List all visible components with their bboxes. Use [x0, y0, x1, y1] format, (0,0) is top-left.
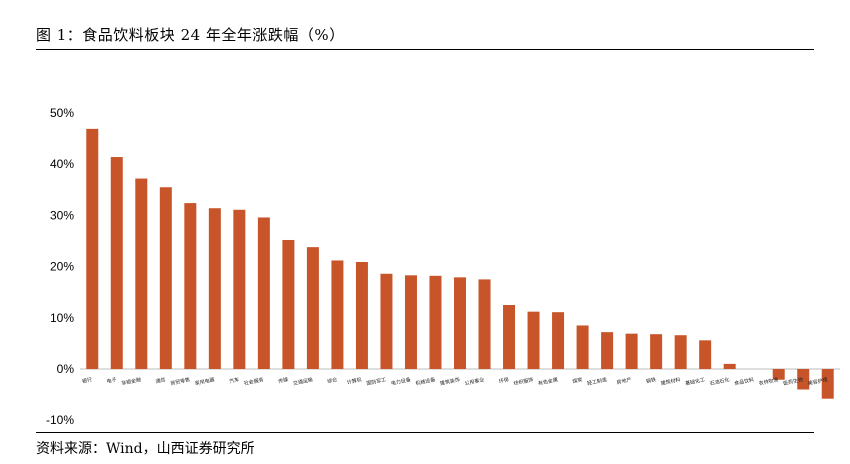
x-tick-label: 非银金融	[121, 376, 142, 387]
x-tick-label: 商贸零售	[170, 376, 191, 387]
title-rule	[36, 49, 814, 50]
x-tick-label: 煤炭	[572, 376, 583, 385]
x-tick-label: 家用电器	[194, 376, 215, 387]
x-tick-label: 社会服务	[243, 376, 264, 387]
y-tick-label: -10%	[46, 413, 74, 427]
x-tick-label: 传媒	[278, 376, 289, 385]
bar	[650, 334, 663, 369]
x-tick-label: 有色金属	[537, 376, 558, 387]
x-tick-label: 石油石化	[709, 376, 730, 387]
bar	[355, 261, 368, 369]
bar	[184, 203, 197, 369]
x-tick-label: 建筑装饰	[439, 376, 460, 387]
x-tick-label: 农林牧渔	[758, 376, 779, 387]
bar	[821, 369, 834, 399]
x-tick-label: 通信	[155, 376, 166, 385]
bar	[159, 187, 172, 369]
x-tick-label: 电子	[106, 376, 117, 385]
bar	[699, 340, 712, 369]
x-tick-label: 基础化工	[685, 376, 706, 387]
x-tick-label: 轻工制造	[586, 376, 607, 387]
bar	[331, 260, 344, 369]
bar	[306, 247, 319, 369]
x-tick-label: 环保	[498, 376, 509, 385]
x-tick-label: 机械设备	[415, 376, 436, 387]
x-tick-label: 汽车	[229, 376, 240, 385]
bar	[625, 333, 638, 369]
bar	[797, 369, 810, 390]
bar	[233, 209, 246, 369]
bar	[552, 312, 565, 369]
figure-source: 资料来源：Wind，山西证券研究所	[36, 441, 255, 457]
bar	[135, 178, 148, 369]
figure-title: 图 1：食品饮料板块 24 年全年涨跌幅（%）	[36, 26, 345, 44]
bar	[257, 217, 270, 369]
bar	[723, 363, 736, 369]
x-tick-label: 交通运输	[292, 376, 313, 387]
bar	[86, 128, 99, 369]
y-tick-label: 50%	[50, 106, 74, 120]
bar	[478, 279, 491, 369]
bar	[454, 277, 466, 369]
x-tick-label: 房地产	[616, 376, 632, 386]
x-tick-label: 医药生物	[783, 376, 804, 387]
x-tick-label: 食品饮料	[734, 376, 755, 387]
bar	[404, 275, 417, 369]
bar	[110, 157, 123, 369]
y-tick-label: 30%	[50, 208, 74, 222]
x-tick-label: 美容护理	[807, 376, 828, 387]
x-tick-label: 银行	[81, 376, 92, 385]
y-tick-label: 10%	[50, 311, 74, 325]
bar	[429, 275, 442, 369]
y-tick-label: 40%	[50, 157, 74, 171]
bar	[503, 305, 516, 369]
y-tick-label: 20%	[50, 260, 74, 274]
bar	[282, 239, 295, 369]
bar	[601, 332, 614, 369]
x-tick-label: 建筑材料	[660, 376, 681, 387]
bar	[527, 311, 540, 369]
bar	[380, 273, 393, 369]
bar	[208, 208, 221, 369]
bar	[674, 335, 687, 369]
x-tick-label: 计算机	[346, 376, 362, 386]
x-tick-label: 国防军工	[366, 376, 387, 387]
y-tick-label: 0%	[57, 362, 75, 376]
x-tick-label: 钢铁	[645, 376, 656, 385]
bar	[772, 369, 785, 380]
x-tick-label: 公用事业	[464, 376, 485, 387]
source-rule	[36, 432, 814, 433]
x-tick-label: 电力设备	[390, 376, 411, 387]
bar	[576, 325, 589, 369]
x-tick-label: 综合	[327, 376, 338, 385]
x-tick-label: 纺织服饰	[513, 376, 534, 387]
